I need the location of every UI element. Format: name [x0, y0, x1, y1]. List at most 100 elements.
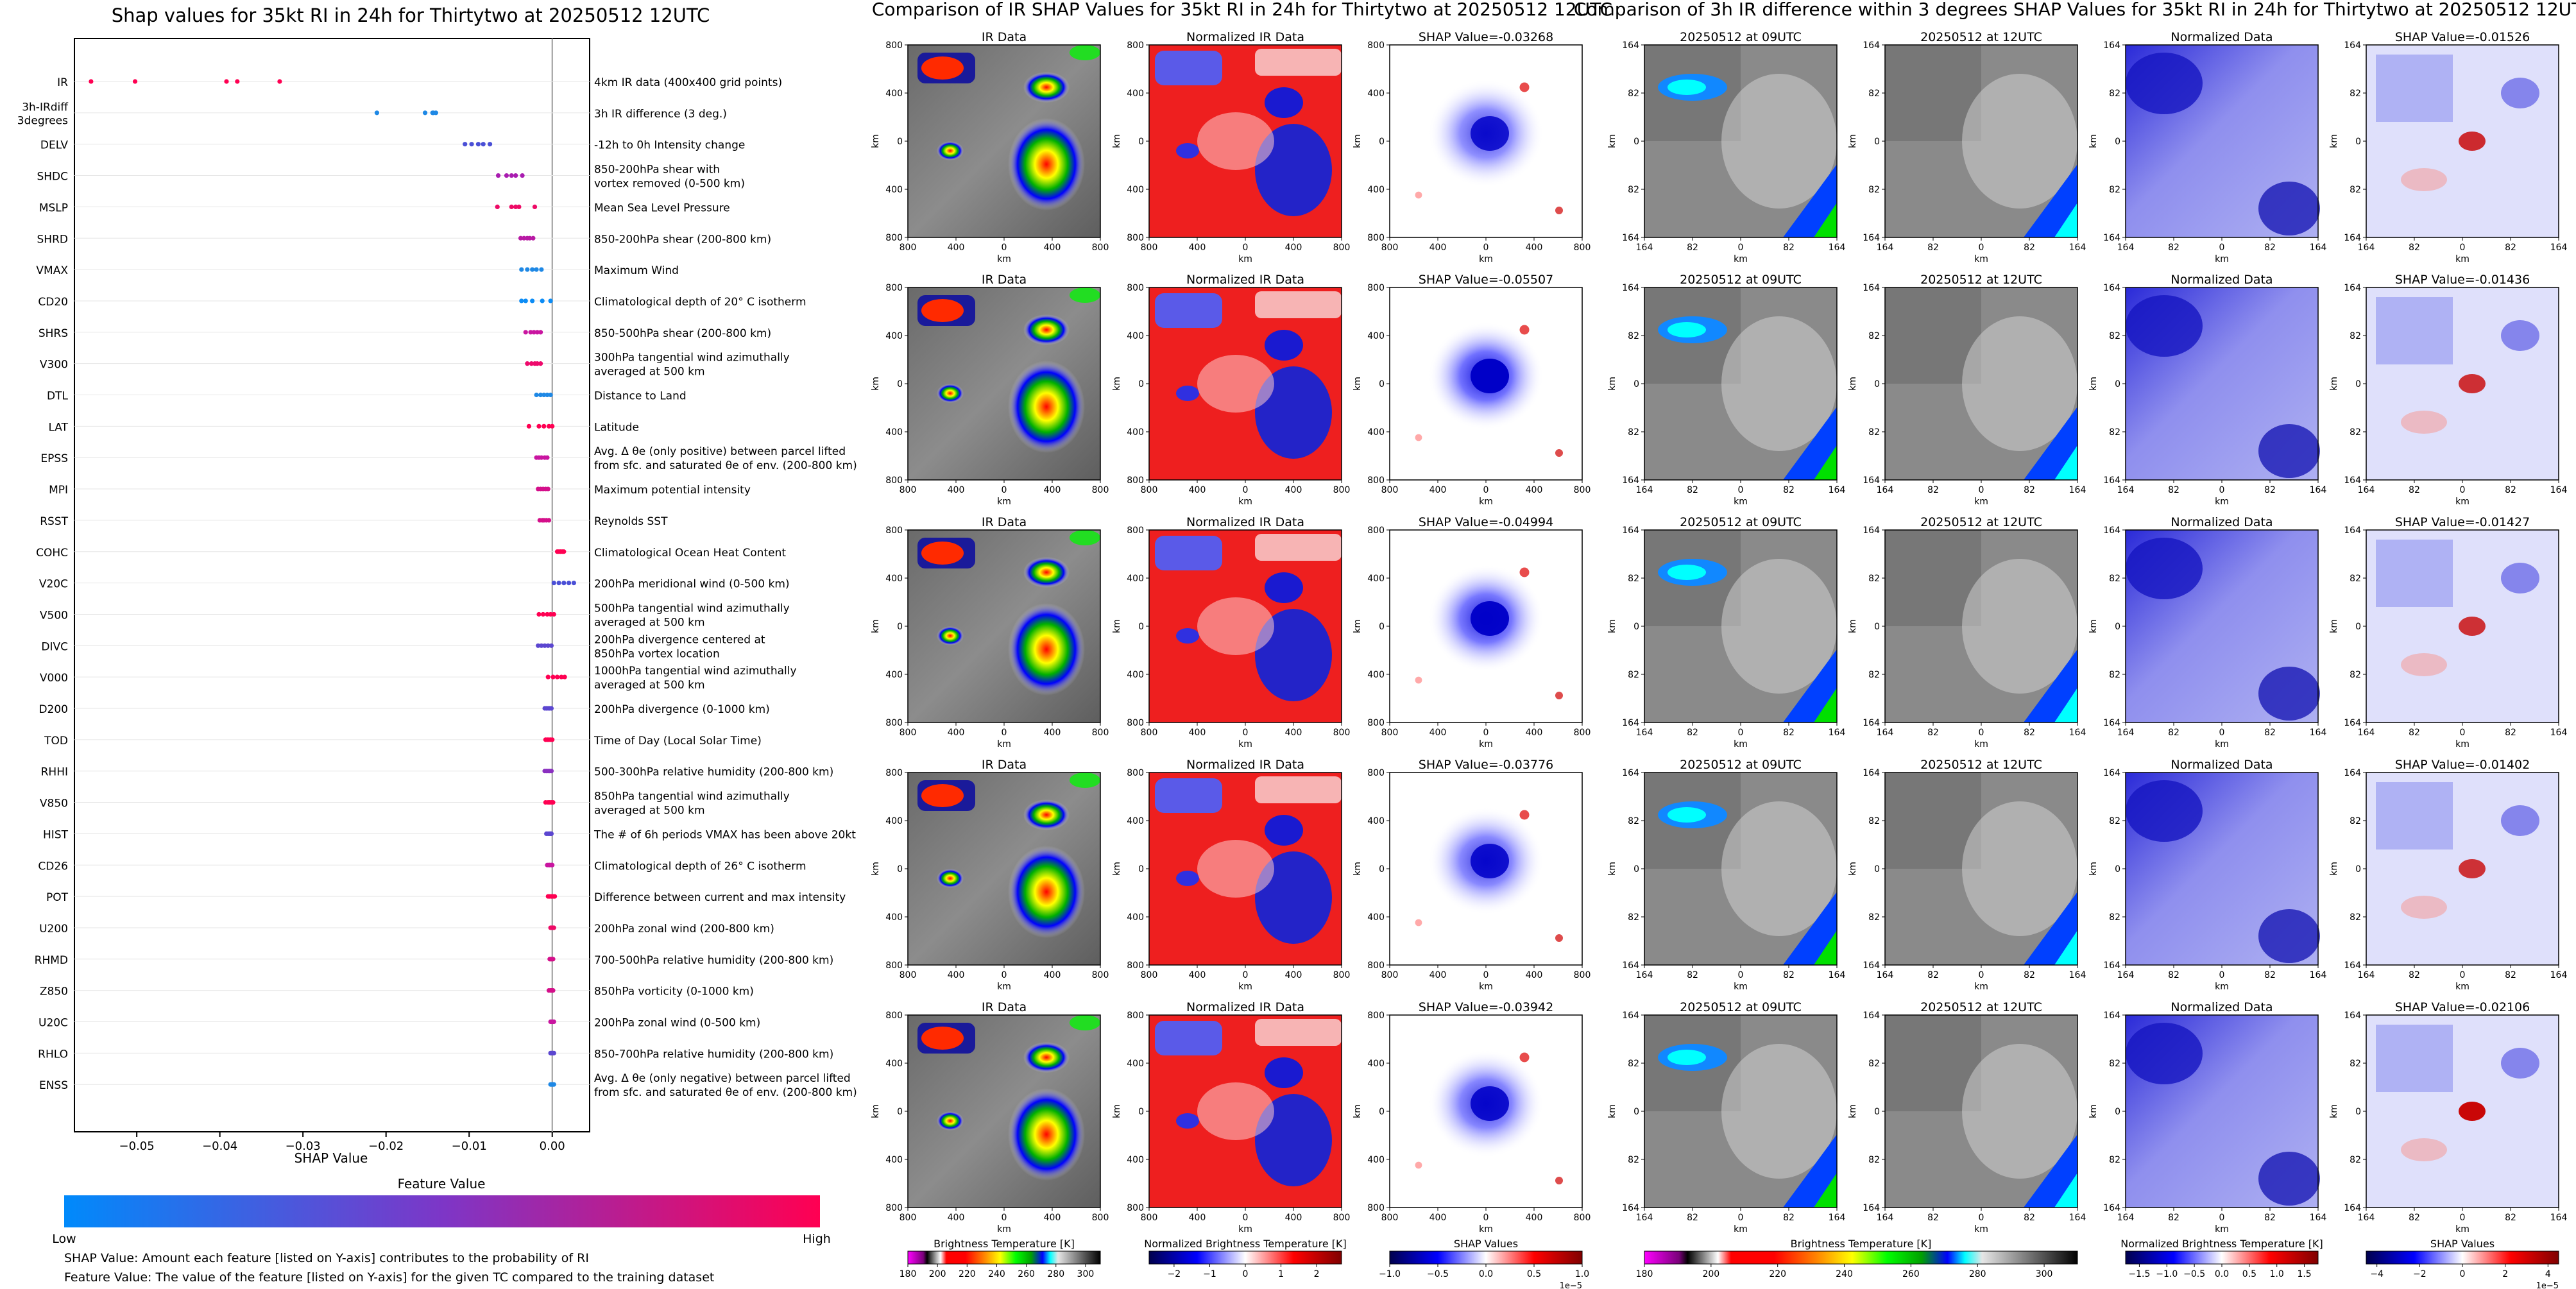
- x-tick-label: 0: [1738, 485, 1744, 495]
- shap-point: [545, 611, 550, 617]
- y-tick-label: 0: [2115, 1107, 2120, 1117]
- shap-point: [561, 581, 567, 586]
- x-tick-label: 800: [1141, 1213, 1158, 1223]
- colorbar-scale: 1e−5: [2536, 1281, 2559, 1289]
- map-panel: 20250512 at 12UTC1641648282008282164164k…: [1848, 758, 2086, 992]
- y-tick-label: 164: [2344, 525, 2361, 536]
- shap-xlabel: SHAP Value: [294, 1150, 368, 1166]
- y-tick-label: 800: [1127, 960, 1144, 971]
- x-tick-label: 164: [1877, 485, 1894, 495]
- x-tick-label: 82: [1783, 485, 1795, 495]
- x-tick-label: 82: [1927, 1213, 1939, 1223]
- x-tick-label: 164: [2117, 728, 2135, 738]
- map-panel: SHAP Value=-0.01526164164828200828216416…: [2329, 30, 2567, 264]
- y-tick-label: 164: [1622, 40, 1639, 51]
- map-panel-title: 20250512 at 12UTC: [1920, 1000, 2042, 1014]
- x-tick-label: 82: [2505, 243, 2516, 253]
- y-tick-label: 800: [1367, 768, 1385, 778]
- shap-point: [89, 79, 94, 84]
- y-tick-label: 0: [2355, 864, 2361, 875]
- y-tick-label: 0: [1138, 137, 1144, 147]
- feature-name: CD26: [38, 860, 68, 873]
- storm-system: [1008, 118, 1085, 210]
- shap-positive-spot: [1415, 919, 1422, 926]
- y-tick-label: 82: [1628, 816, 1639, 826]
- shap-point: [132, 79, 138, 84]
- x-tick-label: 0: [2460, 1213, 2466, 1223]
- x-tick-label: 0: [1483, 1213, 1489, 1223]
- feature-description: averaged at 500 km: [594, 805, 705, 817]
- shap-point: [523, 298, 528, 303]
- cold-anomaly: [1176, 628, 1199, 644]
- x-tick-label: 800: [1574, 485, 1591, 495]
- x-tick-label: 82: [2024, 485, 2035, 495]
- shap-point: [463, 142, 468, 147]
- y-axis-label: km: [1352, 862, 1363, 876]
- convection-cell: [1023, 1042, 1070, 1073]
- feature-description: 700-500hPa relative humidity (200-800 km…: [594, 954, 833, 967]
- x-tick-label: 800: [900, 243, 917, 253]
- cold-cloud: [1668, 565, 1706, 580]
- x-tick-label: 164: [2550, 243, 2568, 253]
- colorbar-tick-label: 240: [1836, 1269, 1853, 1279]
- cold-anomaly: [1155, 293, 1222, 328]
- x-tick-label: 800: [1092, 243, 1109, 253]
- x-tick-label: 164: [2069, 485, 2086, 495]
- convection-cell: [937, 626, 964, 645]
- shap-negative-region: [2501, 78, 2539, 108]
- feature-description: 850hPa tangential wind azimuthally: [594, 790, 790, 803]
- shap-point: [374, 110, 380, 115]
- x-tick-label: 82: [2264, 243, 2276, 253]
- colorbar-tick-label: 0.0: [1479, 1269, 1493, 1279]
- y-tick-label: 400: [1127, 427, 1144, 438]
- feature-name: SHRS: [38, 327, 68, 340]
- feature-description: 500-300hPa relative humidity (200-800 km…: [594, 766, 833, 779]
- shap-point: [549, 831, 554, 836]
- feature-description: 850-700hPa relative humidity (200-800 km…: [594, 1048, 833, 1061]
- y-axis-label: km: [1352, 134, 1363, 148]
- x-tick-label: 164: [2358, 243, 2375, 253]
- y-tick-label: 82: [2109, 670, 2120, 680]
- shap-point: [551, 1019, 556, 1025]
- feature-name: U20C: [38, 1017, 68, 1030]
- shap-point: [530, 267, 535, 272]
- colorbar-tick-label: 0.5: [1527, 1269, 1541, 1279]
- x-tick-label: 164: [2358, 1213, 2375, 1223]
- warm-anomaly: [1197, 355, 1274, 413]
- y-axis-label: km: [1352, 377, 1363, 391]
- feature-description: Climatological Ocean Heat Content: [594, 547, 786, 559]
- y-tick-label: 800: [1367, 1203, 1385, 1213]
- x-tick-label: 164: [1829, 970, 1846, 980]
- shap-point: [495, 204, 500, 209]
- colorbar-tick-label: 0.0: [2215, 1269, 2229, 1279]
- cloud-core: [921, 299, 964, 322]
- cold-anomaly: [1155, 1021, 1222, 1055]
- map-panel-title: SHAP Value=-0.03268: [1419, 30, 1553, 44]
- colorbar-tick-label: 220: [1769, 1269, 1786, 1279]
- x-tick-label: −0.01: [452, 1140, 487, 1153]
- y-axis-label: km: [2088, 134, 2099, 148]
- y-tick-label: 82: [1868, 1155, 1880, 1165]
- y-tick-label: 400: [1367, 185, 1385, 195]
- y-tick-label: 800: [1127, 718, 1144, 728]
- y-axis-label: km: [1112, 619, 1122, 633]
- feature-description: 850-500hPa shear (200-800 km): [594, 327, 771, 340]
- y-axis-label: km: [1352, 619, 1363, 633]
- colorbar-gradient: [1148, 1251, 1342, 1265]
- cold-anomaly: [1255, 851, 1332, 944]
- cold-cloud: [1783, 892, 1837, 965]
- y-tick-label: 0: [1138, 379, 1144, 389]
- colorbar-tick-label: 240: [988, 1269, 1005, 1279]
- map-panel: SHAP Value=-0.01427164164828200828216416…: [2329, 515, 2567, 749]
- cold-anomaly: [2258, 182, 2320, 235]
- cold-anomaly: [1255, 124, 1332, 216]
- x-tick-label: 82: [2024, 970, 2035, 980]
- cold-anomaly: [1176, 871, 1199, 886]
- y-tick-label: 800: [1367, 1011, 1385, 1021]
- x-axis-label: km: [997, 497, 1011, 507]
- feature-description: The # of 6h periods VMAX has been above …: [593, 828, 856, 841]
- x-tick-label: 164: [2310, 243, 2327, 253]
- feature-name: U200: [39, 923, 68, 935]
- y-tick-label: 164: [2344, 283, 2361, 293]
